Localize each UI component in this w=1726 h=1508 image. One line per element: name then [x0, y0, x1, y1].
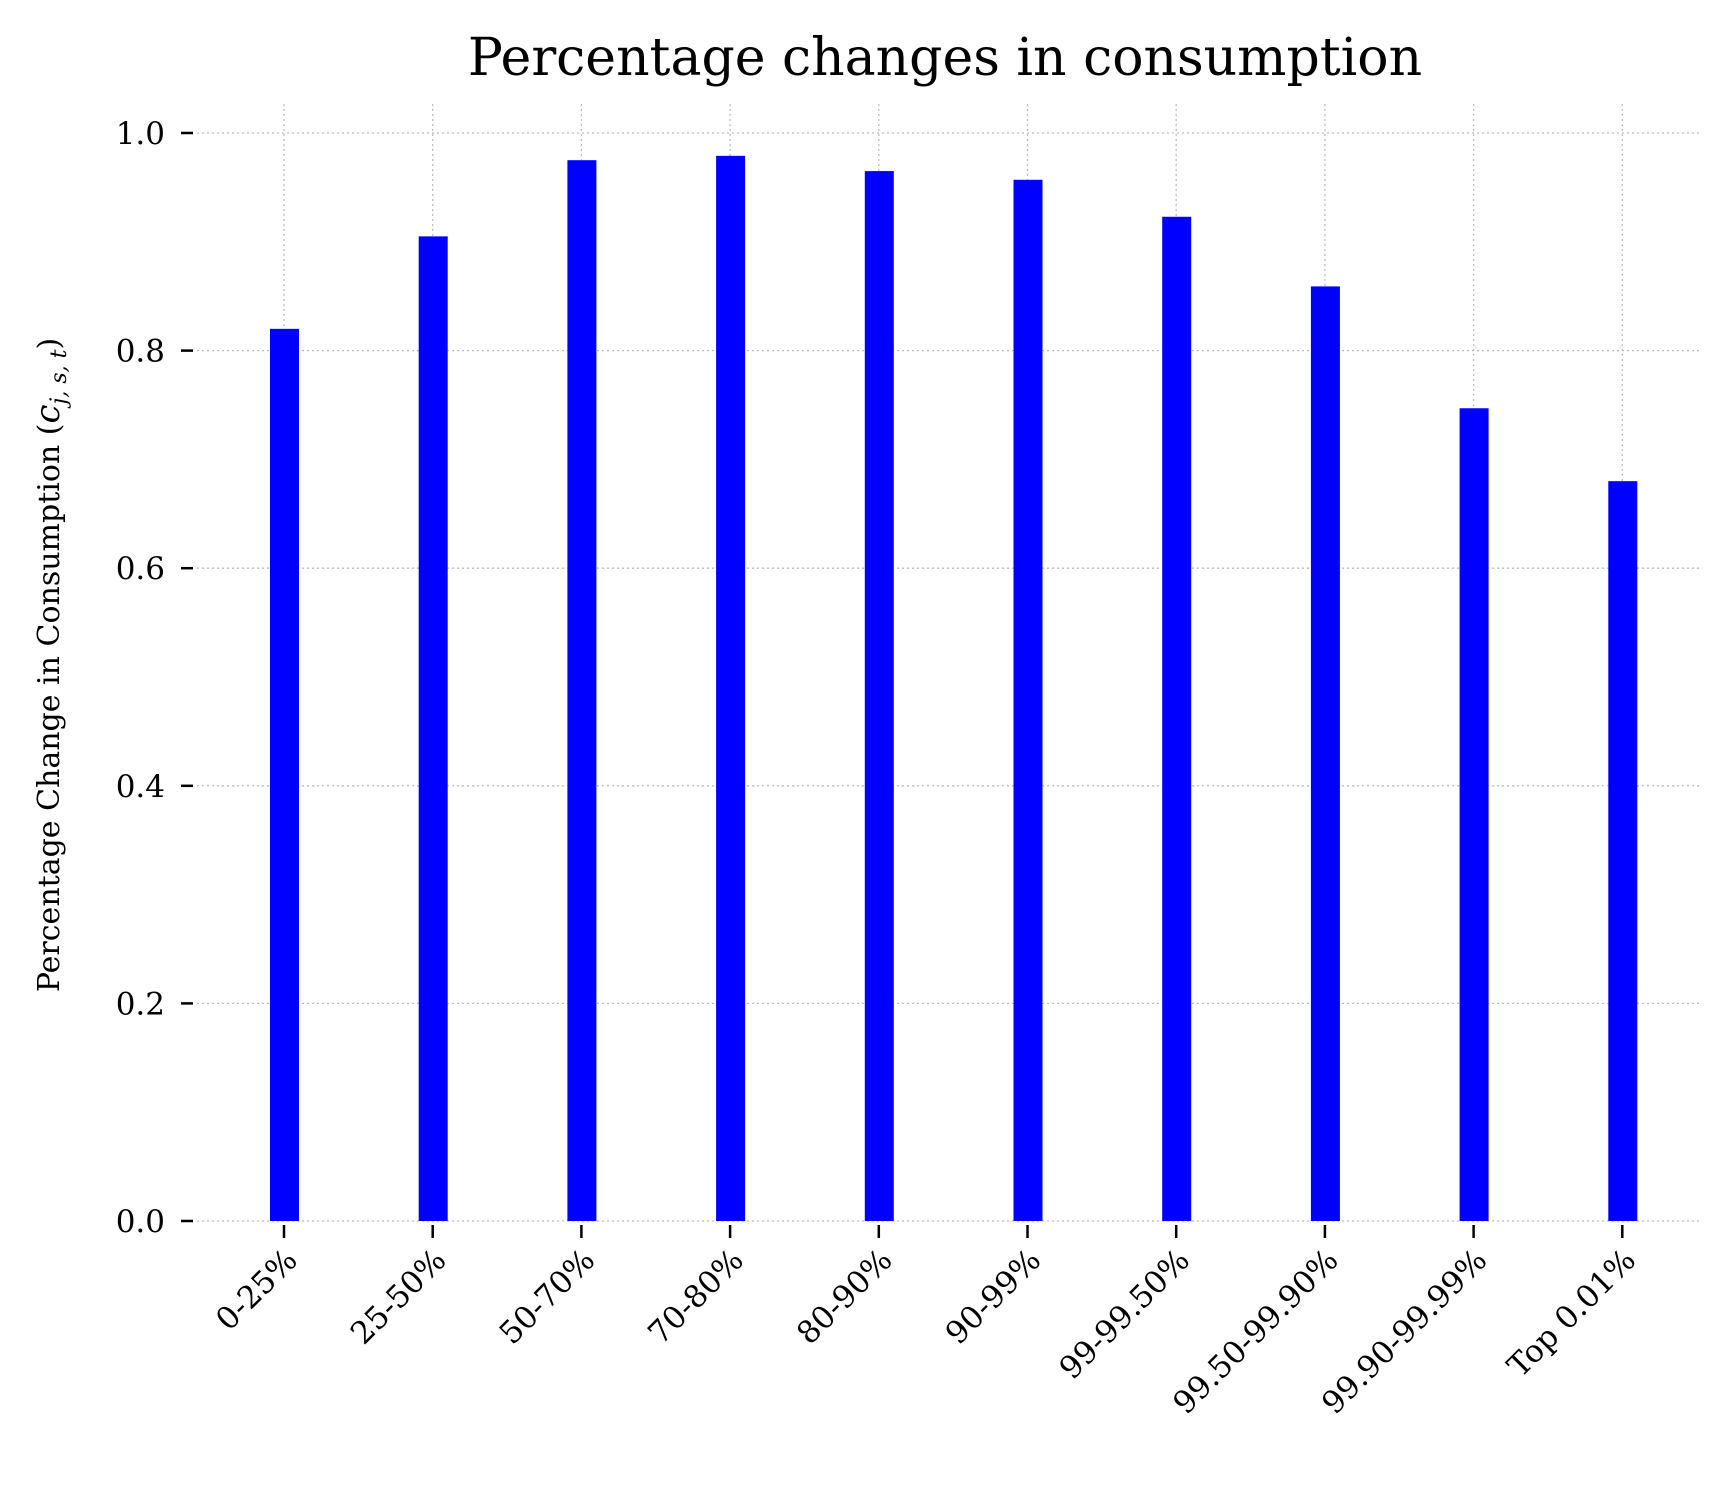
x-tick-label: 70-80%	[641, 1242, 750, 1351]
y-tick-label: 0.8	[116, 334, 165, 370]
y-tick-label: 0.0	[116, 1204, 165, 1240]
chart-title: Percentage changes in consumption	[468, 28, 1422, 88]
y-axis-label-subscript: j, s, t	[47, 349, 72, 409]
bar	[1013, 179, 1043, 1222]
bar	[1162, 216, 1192, 1221]
y-axis-label-close: )	[32, 338, 67, 350]
bars	[270, 155, 1638, 1222]
bar	[1608, 481, 1638, 1221]
x-tick-label: 25-50%	[344, 1242, 453, 1351]
bar	[567, 160, 597, 1222]
y-tick-label: 0.2	[116, 986, 165, 1022]
x-tick-label: 99-99.50%	[1053, 1242, 1197, 1386]
x-tick-label: 80-90%	[790, 1242, 899, 1351]
y-tick-label: 0.4	[116, 769, 165, 805]
bar	[270, 328, 299, 1222]
x-axis: 0-25% 25-50% 50-70% 70-80% 80-90% 90-99% 99-99…	[209, 1225, 1643, 1421]
y-axis: 0.0 0.2 0.4 0.6 0.8 1.0	[116, 116, 193, 1240]
x-tick-label: 0-25%	[209, 1242, 305, 1338]
bar	[716, 155, 746, 1221]
bar	[1310, 286, 1340, 1222]
y-tick-label: 1.0	[116, 116, 165, 152]
y-tick-label: 0.6	[116, 551, 165, 587]
bar	[1459, 408, 1489, 1221]
y-axis-label-symbol: c	[28, 404, 68, 423]
y-axis-label: Percentage Change in Consumption (cj, s,…	[28, 338, 72, 992]
bar	[864, 171, 894, 1222]
bar	[418, 236, 448, 1222]
x-tick-label: 50-70%	[493, 1242, 602, 1351]
x-tick-label: 90-99%	[939, 1242, 1048, 1351]
x-tick-label: Top 0.01%	[1501, 1242, 1643, 1384]
y-axis-label-text: Percentage Change in Consumption (	[32, 424, 67, 993]
